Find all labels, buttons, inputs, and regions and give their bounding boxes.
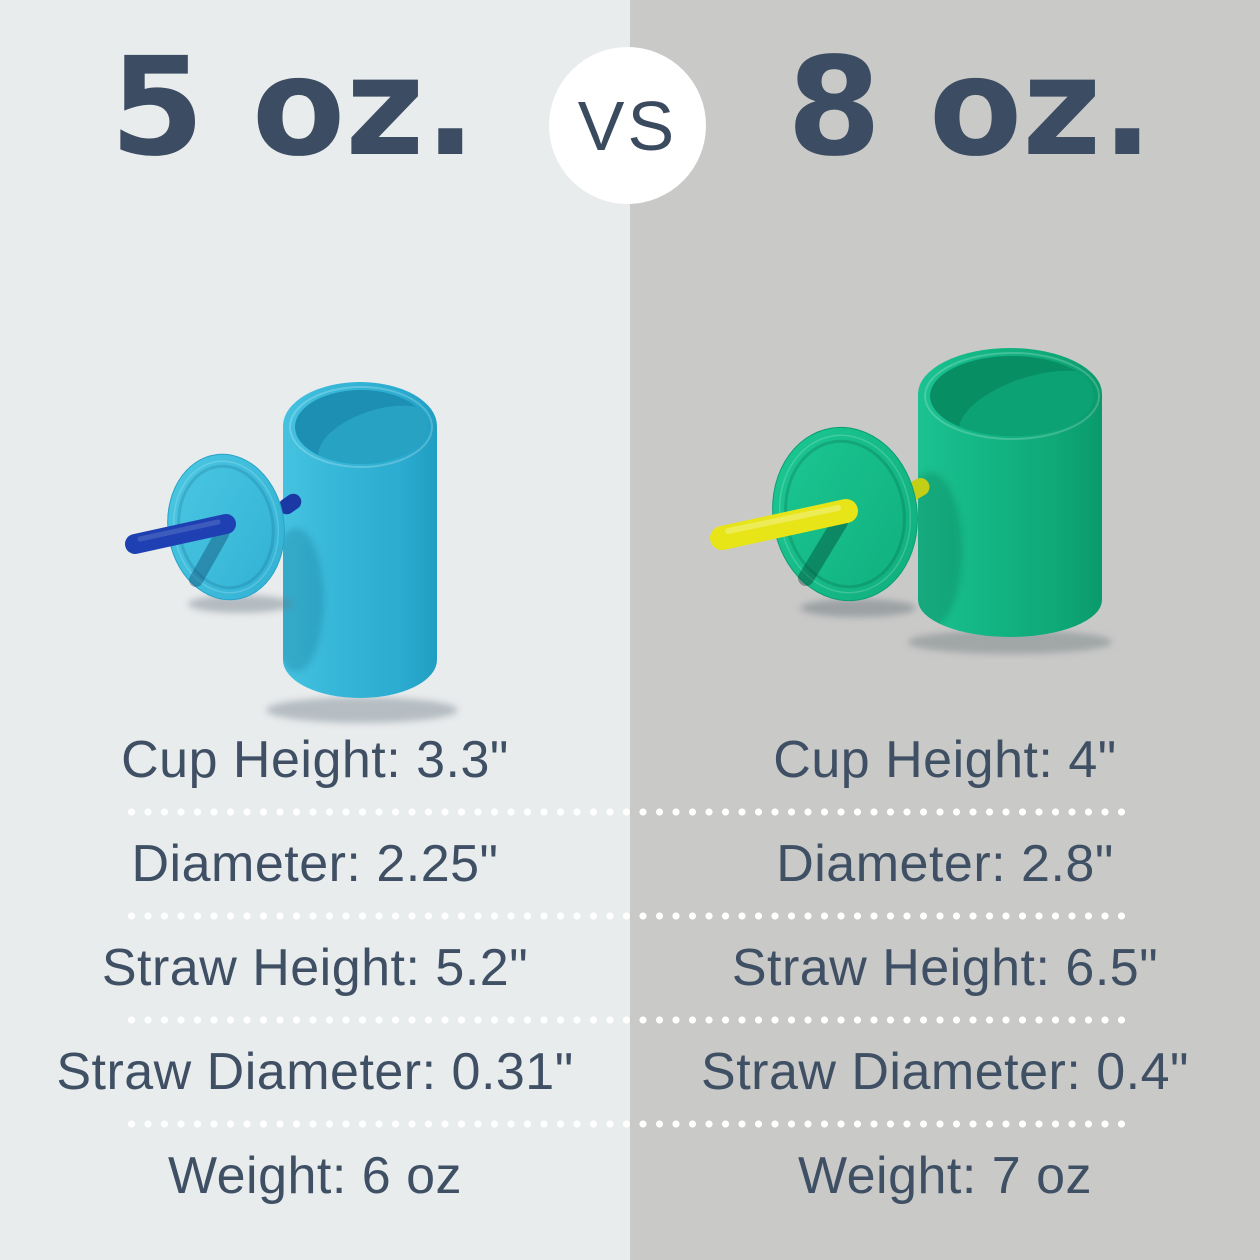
spec-value-left: Diameter: 2.25" <box>131 835 499 893</box>
spec-row-straw-diameter: Straw Diameter: 0.31" Straw Diameter: 0.… <box>0 1024 1260 1120</box>
lid-contact-shadow <box>918 472 962 628</box>
cup-rim-highlight <box>289 386 433 468</box>
lid-ground-shadow <box>800 599 916 617</box>
spec-value-right: Straw Height: 6.5" <box>731 939 1159 997</box>
vs-badge: VS <box>549 47 706 204</box>
dotted-divider <box>127 1016 1133 1024</box>
spec-row-straw-height: Straw Height: 5.2" Straw Height: 6.5" <box>0 920 1260 1016</box>
straw-highlight <box>725 505 841 534</box>
vs-label: VS <box>577 86 678 165</box>
straw-shadow-on-lid <box>798 514 848 586</box>
straw-shadow-on-lid <box>189 527 229 587</box>
spec-value-right: Cup Height: 4" <box>773 731 1117 789</box>
lid-ground-shadow <box>188 595 292 613</box>
lid-contact-shadow <box>283 528 324 672</box>
dotted-divider <box>127 912 1133 920</box>
spec-value-left: Cup Height: 3.3" <box>121 731 509 789</box>
cup-rim-highlight <box>924 352 1100 440</box>
blue-cup-image <box>125 382 458 723</box>
spec-row-weight: Weight: 6 oz Weight: 7 oz <box>0 1128 1260 1224</box>
cup-straw <box>125 514 236 554</box>
cup-ground-shadow <box>908 630 1112 654</box>
spec-value-left: Weight: 6 oz <box>167 1147 463 1205</box>
dotted-divider <box>127 808 1133 816</box>
spec-value-left: Straw Diameter: 0.31" <box>56 1043 574 1101</box>
straw-highlight <box>137 519 221 542</box>
straw-tip-behind-lid <box>278 493 302 515</box>
spec-value-right: Weight: 7 oz <box>797 1147 1093 1205</box>
cup-straw <box>710 499 858 550</box>
cup-ground-shadow <box>266 697 458 723</box>
green-cup-image <box>710 348 1112 654</box>
left-size-title: 5 oz. <box>109 29 477 187</box>
spec-value-right: Straw Diameter: 0.4" <box>701 1043 1189 1101</box>
spec-value-left: Straw Height: 5.2" <box>101 939 529 997</box>
dotted-divider <box>127 1120 1133 1128</box>
right-size-title: 8 oz. <box>786 29 1154 187</box>
spec-row-diameter: Diameter: 2.25" Diameter: 2.8" <box>0 816 1260 912</box>
spec-table: Cup Height: 3.3" Cup Height: 4" Diameter… <box>0 712 1260 1224</box>
right-panel-bg <box>630 0 1260 1260</box>
spec-value-right: Diameter: 2.8" <box>776 835 1114 893</box>
spec-row-cup-height: Cup Height: 3.3" Cup Height: 4" <box>0 712 1260 808</box>
